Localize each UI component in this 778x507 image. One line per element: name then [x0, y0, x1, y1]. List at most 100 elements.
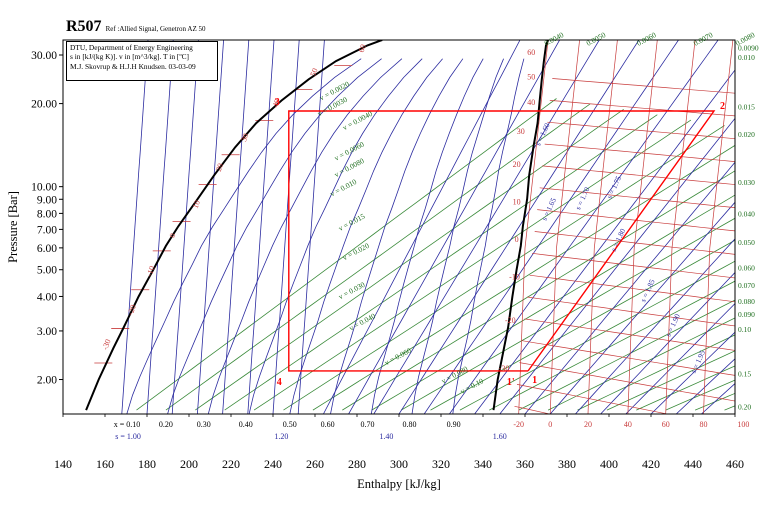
- x-tick-label: 180: [138, 457, 156, 471]
- isotherm-line: [743, 40, 772, 414]
- isotherm-line: [522, 341, 774, 382]
- y-tick-label: 7.00: [37, 224, 57, 236]
- isochor-line: [254, 120, 691, 410]
- isotherm-bottom-label: -20: [513, 420, 524, 429]
- x-tick-label: 420: [642, 457, 660, 471]
- isochor-right-label: 0.0090: [738, 43, 759, 52]
- x-tick-label: 200: [180, 457, 198, 471]
- x-tick-label: 240: [264, 457, 282, 471]
- isotherm-vapor-label: 40: [527, 98, 535, 107]
- refrigerant-name: R507: [66, 18, 102, 35]
- isotherm-bottom-label: 80: [700, 420, 708, 429]
- isotherm-bottom-label: 40: [624, 420, 632, 429]
- x-tick-label: 380: [558, 457, 576, 471]
- isochor-line: [636, 190, 778, 410]
- isochor-label: v = 0.10: [459, 376, 485, 396]
- x-tick-label: 400: [600, 457, 618, 471]
- isotherm-vapor-label: 60: [527, 48, 535, 57]
- entropy-bottom-label: 1.20: [274, 432, 288, 441]
- isotherm-vapor-label: -20: [505, 316, 516, 325]
- isentrope-label: s = 1.90: [664, 312, 682, 338]
- info-line-2: s in [kJ/(kg K)]. v in [m^3/kg]. T in [º…: [70, 52, 214, 61]
- y-tick-label: 8.00: [37, 208, 57, 220]
- isotherm-liquid-label: -30: [101, 338, 113, 351]
- isochor-label: v = 0.010: [329, 177, 359, 198]
- cycle-point-label: 2: [720, 101, 725, 112]
- entropy-bottom-label: s = 1.00: [115, 432, 141, 441]
- y-tick-label: 4.00: [37, 291, 57, 303]
- info-line-3: M.J. Skovrup & H.J.H Knudsen. 03-03-09: [70, 62, 214, 71]
- isochor-line: [725, 206, 778, 410]
- isotherm-vapor-label: 30: [517, 127, 525, 136]
- y-tick-label: 6.00: [37, 243, 57, 255]
- y-tick-label: 30.00: [31, 50, 57, 62]
- isotherm-liquid-label: 10: [191, 199, 202, 210]
- x-tick-label: 140: [54, 457, 72, 471]
- isotherm-line: [704, 40, 733, 414]
- y-tick-label: 3.00: [37, 326, 57, 338]
- cycle-point-label: 1: [532, 375, 537, 386]
- isotherm-vapor-label: 50: [527, 72, 535, 81]
- plot-lines: [86, 40, 778, 462]
- info-line-1: DTU, Department of Energy Engineering: [70, 43, 214, 52]
- y-tick-label: 2.00: [37, 375, 57, 387]
- x-tick-label: 340: [474, 457, 492, 471]
- quality-label: 0.90: [447, 420, 461, 429]
- x-axis-label: Enthalpy [kJ/kg]: [357, 477, 441, 491]
- isentrope-line: [197, 40, 223, 414]
- isochor-right-label: 0.15: [738, 370, 751, 379]
- quality-label: 0.70: [361, 420, 375, 429]
- y-tick-label: 9.00: [37, 194, 57, 206]
- x-tick-label: 360: [516, 457, 534, 471]
- isentrope-line: [147, 40, 173, 414]
- isochor-right-label: 0.20: [738, 402, 751, 411]
- y-tick-label: 10.00: [31, 182, 57, 194]
- isotherm-vapor-label: 0: [515, 235, 519, 244]
- isochor-right-label: 0.020: [738, 130, 755, 139]
- isentrope-label: s = 1.70: [573, 185, 591, 211]
- isochor-right-label: 0.080: [738, 297, 755, 306]
- isochor-right-label: 0.070: [738, 281, 755, 290]
- quality-label: 0.60: [321, 420, 335, 429]
- x-tick-label: 460: [726, 457, 744, 471]
- isotherm-bottom-label: 0: [548, 420, 552, 429]
- x-tick-label: 260: [306, 457, 324, 471]
- entropy-bottom-label: 1.60: [493, 432, 507, 441]
- isentrope-line: [651, 40, 778, 414]
- quality-line: [208, 59, 402, 414]
- quality-label: 0.50: [283, 420, 297, 429]
- isochor-label: v = 0.020: [341, 241, 371, 262]
- isotherm-line: [545, 144, 778, 167]
- isochor-right-label: 0.015: [738, 103, 755, 112]
- isentrope-line: [172, 40, 198, 414]
- isochor-line: [754, 212, 778, 410]
- isotherm-liquid-label: 50: [308, 67, 319, 78]
- isochor-line: [195, 109, 623, 410]
- isochor-top-label: 0.0070: [692, 30, 715, 48]
- isentrope-line: [475, 40, 758, 414]
- isotherm-bottom-label: 60: [662, 420, 670, 429]
- isotherm-liquid-label: -20: [126, 304, 138, 317]
- reference-source: Ref :Allied Signal, Genetron AZ 50: [106, 25, 206, 33]
- cycle-point-label: 3: [275, 97, 280, 108]
- x-tick-label: 320: [432, 457, 450, 471]
- isochor-line: [666, 196, 778, 411]
- y-tick-label: 5.00: [37, 265, 57, 277]
- isentrope-label: s = 1.65: [540, 196, 558, 222]
- isochor-top-label: 0.0040: [543, 30, 566, 48]
- isotherm-bottom-label: 20: [584, 420, 592, 429]
- cycle-point-label: 1': [507, 377, 515, 388]
- x-tick-label: 160: [96, 457, 114, 471]
- isotherm-vapor-label: -30: [499, 364, 510, 373]
- isotherm-liquid-label: 60: [357, 43, 368, 54]
- quality-label: 0.20: [159, 420, 173, 429]
- isentrope-line: [550, 40, 778, 414]
- quality-label: 0.40: [239, 420, 253, 429]
- quality-label: 0.30: [197, 420, 211, 429]
- isotherm-bottom-label: 100: [737, 420, 749, 429]
- isochor-top-label: 0.0060: [635, 30, 658, 48]
- isochor-right-label: 0.040: [738, 209, 755, 218]
- isentrope-label: s = 1.80: [609, 227, 627, 253]
- isotherm-vapor-label: 10: [513, 198, 521, 207]
- y-tick-label: 20.00: [31, 99, 57, 111]
